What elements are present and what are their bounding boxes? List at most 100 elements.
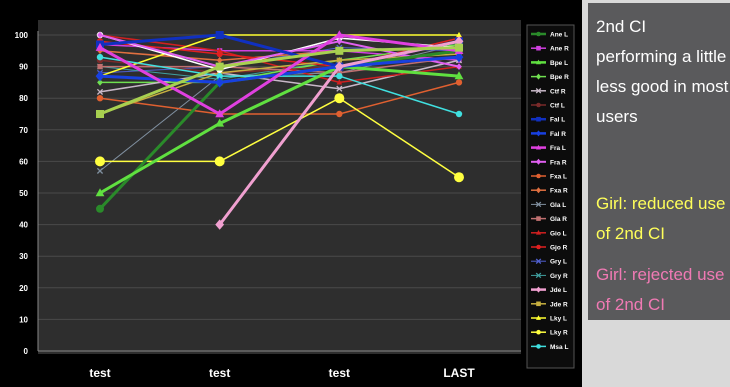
legend-entry: Fxa R [531, 187, 568, 195]
data-point [536, 344, 541, 349]
data-point [454, 71, 464, 80]
data-point [454, 51, 464, 63]
data-point [336, 110, 343, 118]
data-point [456, 31, 462, 38]
note-rejected-use: Girl: rejected use of 2nd CI [596, 265, 725, 314]
legend-label: Gry R [550, 273, 568, 280]
note-reduced-use: Girl: reduced use of 2nd CI [596, 194, 726, 243]
data-point [215, 219, 225, 230]
data-point [535, 230, 542, 235]
data-point [536, 301, 541, 307]
data-point [535, 158, 542, 165]
series-lvl [96, 43, 463, 118]
data-point [215, 118, 225, 127]
series-lky-r [95, 93, 464, 183]
data-point [216, 72, 223, 80]
y-tick-label: 50 [19, 189, 28, 198]
legend-label: Gjo R [550, 245, 568, 252]
legend-label: Msa L [550, 344, 568, 351]
legend-label: Gry L [550, 259, 567, 266]
legend-label: Jde R [550, 301, 568, 308]
data-point [535, 201, 542, 208]
data-point [336, 57, 342, 63]
series-line [100, 97, 460, 178]
data-point [95, 70, 105, 82]
legend-entry: Gry R [531, 272, 568, 280]
y-tick-label: 10 [19, 315, 28, 324]
axis-layer: 0 10 20 30 40 50 60 70 80 90 100 test test test LAST [15, 31, 521, 380]
series-line [99, 81, 460, 115]
legend-label: Fxa R [550, 188, 568, 195]
data-point [536, 31, 541, 37]
legend-label: Ctf L [550, 103, 565, 110]
legend-label: Bpe L [550, 60, 568, 67]
legend-entry: Fal L [531, 117, 565, 124]
legend-entry: Bpe R [531, 73, 569, 81]
legend-label: Fal R [550, 131, 566, 138]
data-point [535, 315, 542, 320]
data-point [95, 42, 105, 51]
series-line [99, 65, 460, 195]
data-point [536, 244, 541, 250]
data-point [95, 188, 105, 197]
series-layer [95, 30, 464, 230]
data-point [216, 56, 223, 64]
data-point [335, 46, 344, 55]
legend-entry: Bpe L [531, 59, 568, 67]
data-point [535, 73, 542, 80]
legend-entry: Lky R [531, 330, 568, 337]
data-point [455, 43, 463, 52]
legend-box [526, 24, 575, 369]
y-tick-label: 90 [19, 63, 28, 72]
legend-label: Fra L [550, 145, 566, 152]
data-point [97, 31, 103, 39]
legend-entry: Ctf R [531, 88, 566, 95]
data-point [96, 110, 104, 118]
data-point [336, 72, 343, 80]
line-chart: 0 10 20 30 40 50 60 70 80 90 100 test test test LAST A… [15, 20, 575, 380]
legend-label: Bpe R [550, 74, 569, 81]
data-point [536, 216, 541, 221]
data-point [215, 62, 224, 71]
x-tick-label: LAST [443, 366, 475, 380]
y-tick-label: 0 [24, 347, 29, 356]
legend-label: Lky L [550, 316, 567, 323]
legend-entry: Fal R [531, 130, 566, 138]
legend-label: Gla L [550, 202, 566, 209]
y-tick-label: 80 [19, 94, 28, 103]
data-point [334, 93, 345, 104]
legend-entry: Jde R [531, 301, 568, 308]
data-point [455, 110, 463, 118]
data-point [454, 36, 464, 47]
data-point [536, 45, 541, 51]
legend-entry: Msa L [531, 344, 568, 351]
data-point [215, 109, 225, 118]
data-point [334, 30, 344, 39]
legend-entry: Gla R [531, 216, 567, 223]
data-point [535, 59, 542, 65]
data-point [214, 156, 225, 167]
data-point [334, 61, 344, 72]
data-point [336, 85, 343, 92]
series-line [99, 33, 460, 116]
data-point [536, 116, 541, 122]
legend-entry: Gla L [531, 201, 566, 209]
legend-entry: Lky L [531, 315, 567, 323]
legend-entry: Gio L [531, 230, 567, 237]
data-point [96, 88, 104, 95]
data-point [536, 329, 541, 335]
legend-entry: Jde L [531, 286, 567, 294]
data-point [216, 50, 223, 58]
data-point [96, 53, 104, 61]
legend-label: Gio L [550, 230, 567, 237]
data-point [215, 77, 225, 88]
legend-label: Ane R [550, 46, 569, 53]
data-point [336, 37, 343, 45]
legend-label: Lky R [550, 330, 568, 337]
data-point [535, 88, 542, 94]
series-line [99, 46, 460, 116]
x-tick-label: test [209, 366, 230, 380]
data-point [535, 130, 542, 137]
legend-label: Ane L [550, 32, 568, 39]
data-point [96, 167, 104, 174]
